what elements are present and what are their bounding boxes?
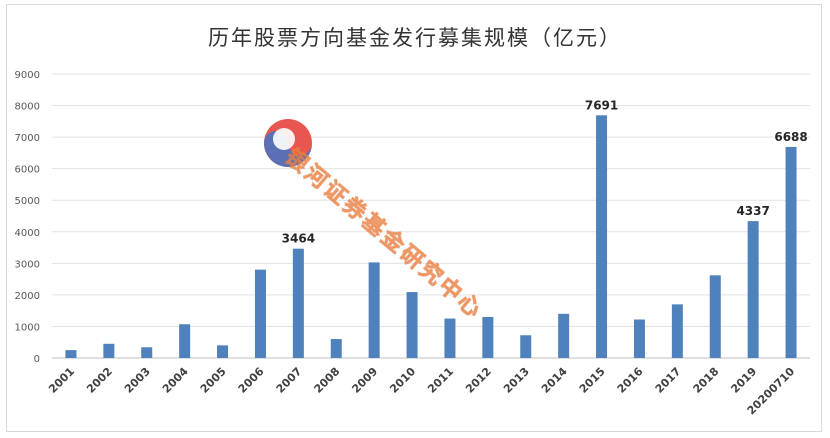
bar bbox=[671, 304, 683, 358]
bar bbox=[406, 292, 418, 358]
y-axis-ticks: 0 1000 2000 3000 4000 5000 6000 7000 8000 9000 bbox=[15, 70, 40, 365]
y-tick-label: 7000 bbox=[15, 133, 40, 144]
y-tick-label: 1000 bbox=[15, 322, 40, 333]
data-label: 6688 bbox=[774, 130, 807, 144]
bar bbox=[217, 345, 229, 358]
x-tick-label: 2018 bbox=[691, 365, 722, 396]
x-tick-label: 2008 bbox=[312, 365, 343, 396]
bar bbox=[520, 335, 532, 358]
x-tick-label: 2006 bbox=[236, 365, 267, 396]
y-tick-label: 6000 bbox=[15, 165, 40, 176]
x-tick-label: 2019 bbox=[728, 365, 759, 396]
x-tick-label: 2003 bbox=[122, 365, 153, 396]
x-tick-label: 2001 bbox=[46, 365, 77, 396]
x-tick-label: 2005 bbox=[198, 365, 229, 396]
y-tick-label: 0 bbox=[34, 354, 40, 365]
chart-title: 历年股票方向基金发行募集规模（亿元） bbox=[208, 26, 622, 50]
bar bbox=[633, 319, 645, 358]
bars bbox=[65, 115, 797, 359]
y-tick-label: 3000 bbox=[15, 259, 40, 270]
x-tick-label: 2007 bbox=[274, 365, 305, 396]
bar bbox=[103, 343, 115, 358]
bar bbox=[558, 313, 570, 358]
bar bbox=[785, 146, 797, 358]
y-tick-label: 9000 bbox=[15, 70, 40, 81]
bar bbox=[709, 275, 721, 358]
bar bbox=[330, 339, 342, 358]
x-axis-ticks: 2001 2002 2003 2004 2005 2006 2007 2008 2009 2010… bbox=[46, 365, 797, 418]
bar bbox=[444, 318, 456, 358]
x-tick-label: 2010 bbox=[387, 365, 418, 396]
x-tick-label: 2012 bbox=[463, 365, 494, 396]
bar bbox=[141, 347, 153, 358]
data-label: 3464 bbox=[282, 232, 315, 246]
x-tick-label: 2004 bbox=[160, 365, 191, 396]
x-tick-label: 2009 bbox=[349, 365, 380, 396]
data-label: 7691 bbox=[585, 98, 618, 112]
bar bbox=[179, 324, 191, 358]
watermark-logo bbox=[264, 119, 312, 167]
x-tick-label: 2014 bbox=[539, 365, 570, 396]
bar bbox=[292, 248, 304, 358]
y-tick-label: 4000 bbox=[15, 228, 40, 239]
y-tick-label: 5000 bbox=[15, 196, 40, 207]
gridlines bbox=[52, 73, 810, 359]
x-tick-label: 2015 bbox=[577, 365, 608, 396]
bar bbox=[65, 350, 77, 358]
x-tick-label: 2013 bbox=[501, 365, 532, 396]
y-tick-label: 2000 bbox=[15, 291, 40, 302]
data-labels: 3464 7691 4337 6688 bbox=[282, 98, 808, 245]
logo-center bbox=[273, 128, 295, 150]
bar bbox=[747, 221, 759, 358]
data-label: 4337 bbox=[736, 204, 769, 218]
chart-frame bbox=[6, 4, 822, 432]
bar bbox=[368, 262, 380, 358]
x-tick-label: 2002 bbox=[84, 365, 115, 396]
y-tick-label: 8000 bbox=[15, 102, 40, 113]
x-tick-label: 2011 bbox=[425, 365, 456, 396]
bar bbox=[596, 115, 608, 359]
x-tick-label: 2017 bbox=[653, 365, 684, 396]
bar bbox=[482, 316, 494, 358]
bar bbox=[254, 269, 266, 358]
x-tick-label: 2016 bbox=[615, 365, 646, 396]
